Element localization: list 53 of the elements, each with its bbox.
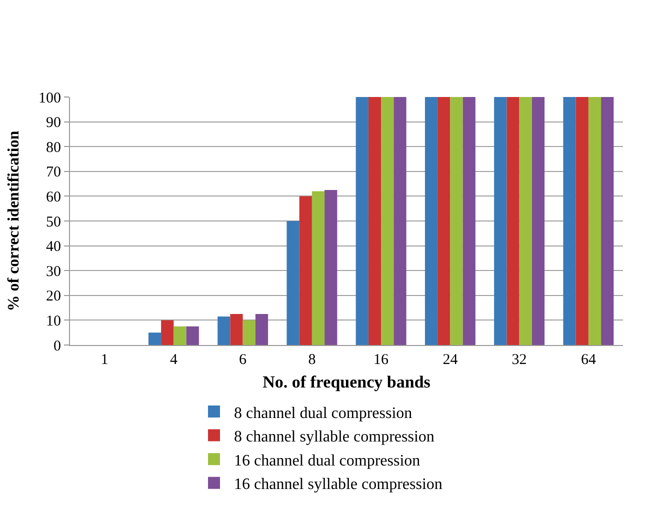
y-tick-label: 0	[54, 338, 61, 354]
bar	[312, 191, 325, 345]
legend-label: 8 channel syllable compression	[234, 428, 434, 446]
bar	[161, 320, 174, 345]
bar	[242, 320, 256, 345]
bar	[218, 316, 230, 345]
bar	[381, 97, 394, 345]
y-tick-label: 20	[46, 288, 61, 305]
y-tick-label: 70	[46, 164, 61, 181]
x-tick-label: 32	[512, 352, 527, 368]
bar	[506, 97, 520, 345]
bar	[438, 97, 450, 345]
x-tick-label: 24	[442, 352, 458, 368]
x-tick-label: 1	[100, 352, 108, 368]
bar	[588, 97, 602, 345]
bar	[576, 97, 588, 345]
bar	[299, 196, 312, 345]
y-tick-label: 90	[46, 115, 61, 132]
x-tick-label: 6	[239, 352, 248, 368]
bar	[450, 97, 463, 345]
bar	[324, 190, 338, 345]
bar	[368, 97, 382, 345]
y-tick-label: 30	[46, 264, 61, 280]
legend-label: 16 channel dual compression	[234, 452, 420, 470]
y-tick-label: 100	[38, 90, 61, 106]
bar	[494, 97, 507, 345]
y-tick-label: 50	[46, 214, 61, 230]
bar	[356, 97, 368, 345]
bar	[532, 97, 545, 345]
y-axis-title: % of correct identification	[5, 130, 22, 312]
bar	[601, 97, 614, 345]
x-tick-label: 8	[308, 352, 316, 368]
bar	[148, 332, 162, 345]
y-tick-label: 10	[46, 313, 61, 330]
legend-label: 16 channel syllable compression	[234, 476, 442, 494]
x-axis-title: No. of frequency bands	[262, 372, 431, 392]
legend-label: 8 channel dual compression	[234, 404, 412, 422]
bar	[424, 97, 438, 345]
bar	[186, 326, 199, 345]
y-tick-label: 40	[46, 239, 61, 256]
bar	[255, 314, 268, 345]
bar	[230, 314, 243, 345]
bar	[519, 97, 532, 345]
x-tick-label: 4	[170, 352, 178, 368]
bar	[563, 97, 576, 345]
x-tick-label: 16	[374, 352, 390, 368]
x-tick-label: 64	[580, 352, 596, 368]
y-tick-label: 60	[46, 189, 61, 206]
bar	[174, 326, 186, 345]
bar	[394, 97, 406, 345]
bar	[462, 97, 476, 345]
bar	[286, 221, 300, 345]
y-tick-label: 80	[46, 140, 61, 156]
